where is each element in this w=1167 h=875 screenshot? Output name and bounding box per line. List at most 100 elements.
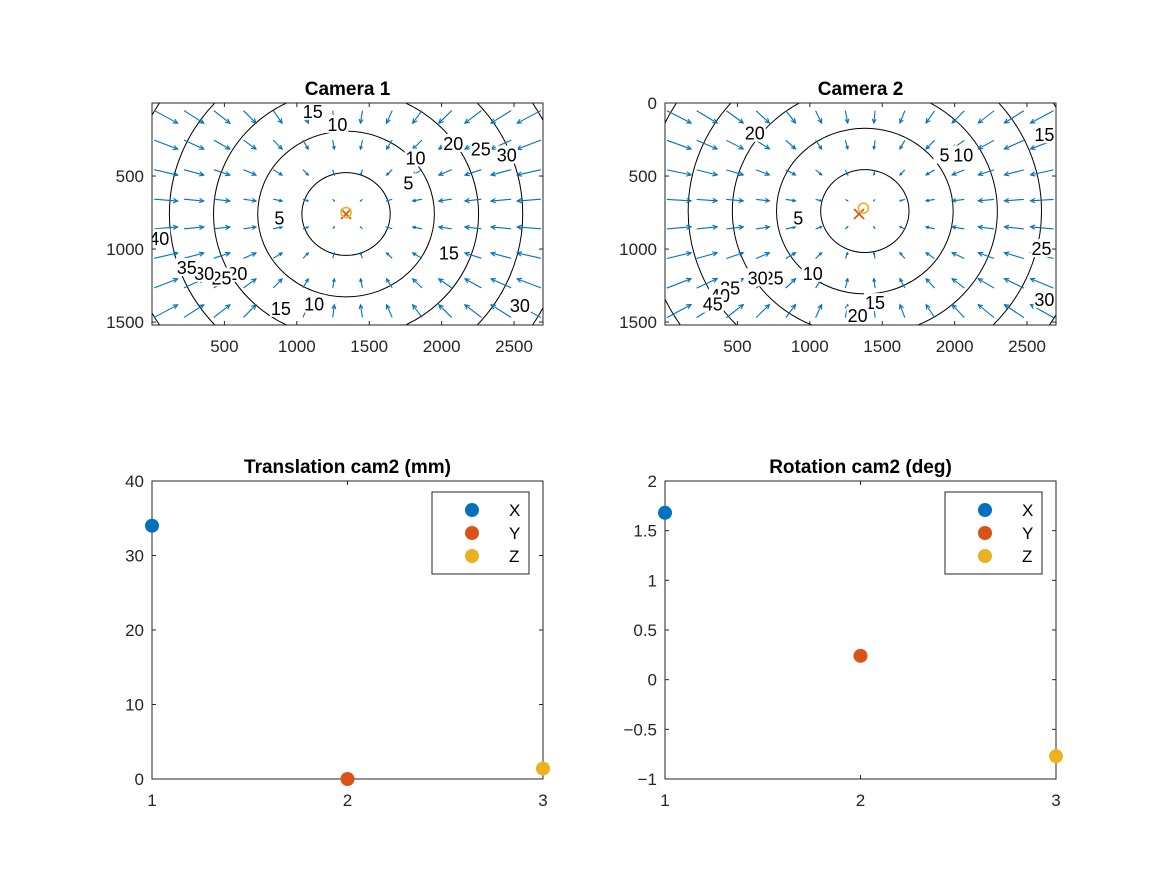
quiver-arrow xyxy=(517,226,541,230)
quiver-arrow-head xyxy=(172,145,179,151)
quiver-arrow xyxy=(386,278,393,289)
quiver-arrow-head xyxy=(790,303,797,310)
quiver-arrow xyxy=(666,278,692,289)
contour-label-bg xyxy=(1033,125,1056,144)
contour-label-bg xyxy=(397,173,420,192)
quiver-arrow xyxy=(951,278,965,289)
quiver-arrow xyxy=(899,304,906,318)
y-tick-label: 500 xyxy=(629,167,657,186)
legend-marker xyxy=(978,526,992,540)
quiver-arrow xyxy=(977,110,995,124)
quiver-arrow xyxy=(438,110,453,124)
quiver-arrow xyxy=(386,169,393,176)
quiver-arrow xyxy=(490,304,512,318)
quiver-arrow-head xyxy=(385,277,391,283)
quiver-arrow xyxy=(516,110,542,124)
quiver-arrow-head xyxy=(224,118,231,124)
contour-label: 15 xyxy=(303,102,323,122)
contour-label: 25 xyxy=(211,268,231,288)
quiver-arrow-head xyxy=(764,170,771,176)
quiver-arrow-head xyxy=(950,198,957,203)
contour-label-bg xyxy=(193,263,216,282)
contour-label: 5 xyxy=(403,173,413,193)
contour-label-bg xyxy=(863,293,886,312)
quiver-arrow xyxy=(755,252,770,260)
quiver-arrow xyxy=(243,304,257,318)
contour-label-bg xyxy=(495,145,518,164)
quiver-arrow xyxy=(438,226,452,230)
quiver-arrow xyxy=(844,110,849,124)
contour-label-bg xyxy=(746,268,769,287)
quiver-arrow xyxy=(272,169,283,176)
contour-label-bg xyxy=(269,298,292,317)
quiver-arrow-head xyxy=(899,172,903,176)
contour-label-bg xyxy=(1030,239,1053,258)
contour-label: 30 xyxy=(748,268,768,288)
contour-label-bg xyxy=(404,148,427,167)
quiver-arrow-head xyxy=(437,278,444,284)
quiver-arrow-head xyxy=(1003,144,1010,150)
quiver-arrow-head xyxy=(738,171,745,177)
quiver-arrow-head xyxy=(515,198,522,204)
quiver-arrow xyxy=(183,226,204,230)
quiver-arrow-head xyxy=(1003,171,1010,177)
quiver-arrow-head xyxy=(872,251,876,255)
quiver-arrow xyxy=(243,278,257,289)
quiver-arrow-head xyxy=(385,199,389,202)
contour-label-bg xyxy=(326,114,349,133)
quiver-arrow xyxy=(183,110,205,124)
quiver-arrow xyxy=(785,198,796,202)
quiver-arrow-head xyxy=(977,171,984,177)
quiver-arrow xyxy=(815,169,822,176)
quiver-arrow-head xyxy=(172,224,179,230)
quiver-arrow xyxy=(951,304,965,319)
quiver-arrow xyxy=(899,278,906,289)
legend-marker xyxy=(465,549,479,563)
contour-label: 30 xyxy=(194,264,214,284)
quiver-arrow-head xyxy=(872,277,877,282)
quiver-arrow xyxy=(359,304,364,318)
quiver-arrow xyxy=(517,169,542,176)
quiver-arrow-head xyxy=(411,252,417,257)
contour-line xyxy=(213,103,480,325)
contour-label-bg xyxy=(1033,290,1056,309)
y-tick-label: 30 xyxy=(125,547,144,566)
quiver-arrow-head xyxy=(172,277,179,283)
quiver-arrow-head xyxy=(385,145,391,151)
quiver-arrow xyxy=(464,278,482,289)
quiver-arrow-head xyxy=(411,225,417,230)
quiver-arrow xyxy=(386,304,393,318)
quiver-arrow-head xyxy=(1003,197,1010,204)
quiver-arrow xyxy=(755,169,770,176)
quiver-arrow xyxy=(183,139,205,150)
quiver-arrow xyxy=(517,198,541,202)
quiver-arrow xyxy=(243,198,257,202)
quiver-arrow-head xyxy=(198,118,205,124)
quiver-arrow-head xyxy=(738,303,745,310)
quiver-arrow-head xyxy=(764,118,771,124)
quiver-arrow-head xyxy=(790,144,797,150)
quiver-arrow-head xyxy=(951,277,958,284)
contour-label-bg xyxy=(469,139,492,158)
quiver-arrow xyxy=(490,198,512,202)
quiver-arrow-head xyxy=(437,144,444,150)
quiver-arrow xyxy=(925,198,935,202)
contour-label: 5 xyxy=(274,208,284,228)
quiver-arrow xyxy=(213,110,231,124)
y-tick-label: 1.5 xyxy=(633,522,657,541)
quiver-arrow xyxy=(726,304,744,319)
legend-marker xyxy=(465,526,479,540)
x-tick-label: 2500 xyxy=(1008,337,1046,356)
contour-label: 20 xyxy=(745,124,765,144)
contour-label: 20 xyxy=(443,134,463,154)
contour-label-bg xyxy=(743,123,766,142)
quiver-arrow xyxy=(243,169,257,176)
quiver-arrow-head xyxy=(359,251,363,255)
quiver-arrow xyxy=(756,198,770,202)
chart-title: Translation cam2 (mm) xyxy=(244,457,451,478)
quiver-arrow-head xyxy=(333,200,336,202)
quiver-arrow-head xyxy=(738,251,745,257)
quiver-arrow-head xyxy=(278,252,284,257)
contour-label-bg xyxy=(437,243,460,262)
chart-title: Camera 2 xyxy=(818,79,904,100)
